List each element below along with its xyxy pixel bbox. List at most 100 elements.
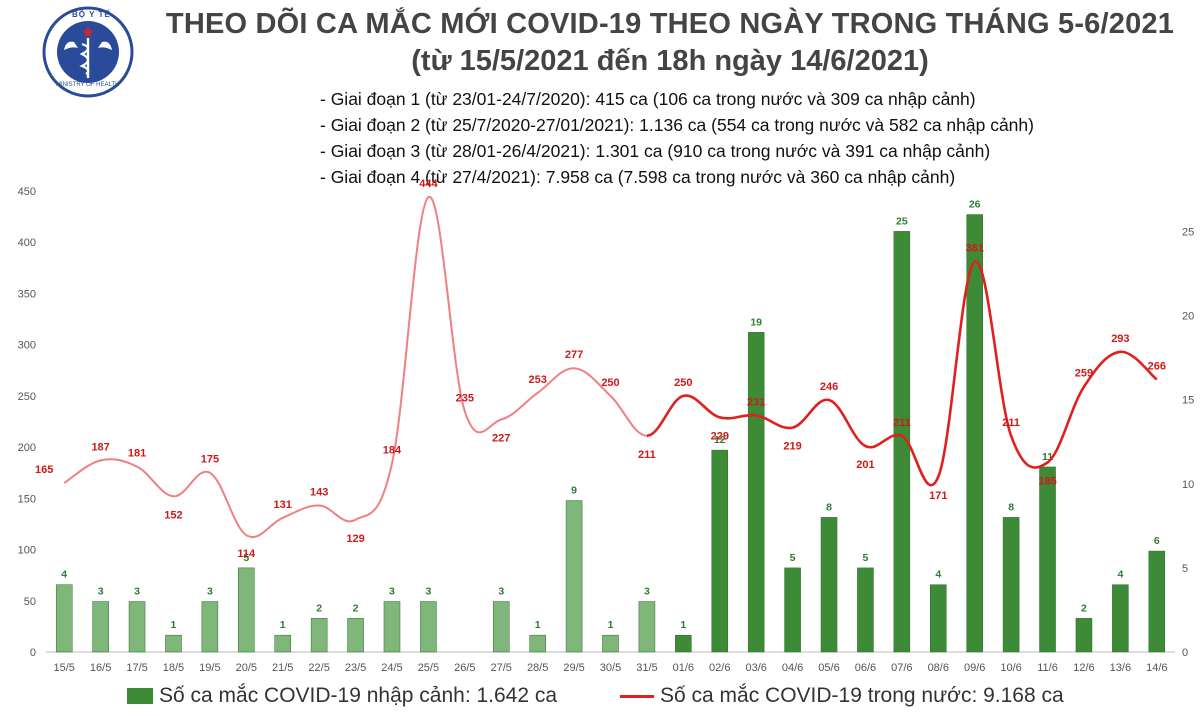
x-axis-tick: 16/5 xyxy=(90,662,111,674)
bar xyxy=(966,214,983,653)
bar-label: 26 xyxy=(969,199,981,211)
x-axis-tick: 21/5 xyxy=(272,662,293,674)
line-label: 444 xyxy=(419,178,438,190)
bar xyxy=(238,567,255,653)
left-axis-tick: 50 xyxy=(24,596,36,608)
legend-domestic-label: Số ca mắc COVID-19 trong nước: 9.168 ca xyxy=(660,684,1064,707)
x-axis-tick: 04/6 xyxy=(782,662,803,674)
line-label: 293 xyxy=(1111,333,1129,345)
line-label: 259 xyxy=(1075,368,1093,380)
bar-label: 12 xyxy=(714,434,726,446)
bar xyxy=(492,601,510,653)
bar-label: 2 xyxy=(316,602,322,614)
x-axis-tick: 30/5 xyxy=(600,662,621,674)
line-label: 184 xyxy=(383,445,402,457)
bar xyxy=(310,618,328,653)
bar-label: 3 xyxy=(207,586,213,598)
x-axis-tick: 25/5 xyxy=(418,662,439,674)
bar xyxy=(930,584,947,653)
right-axis-tick: 0 xyxy=(1182,647,1188,659)
bar xyxy=(347,618,364,653)
x-axis-tick: 18/5 xyxy=(163,662,184,674)
line-label: 152 xyxy=(164,509,182,521)
x-axis-tick: 31/5 xyxy=(636,662,657,674)
bar xyxy=(784,567,801,653)
logo-text-top: BỘ Y TẾ xyxy=(72,10,111,19)
line-label: 266 xyxy=(1148,360,1166,372)
line-label: 246 xyxy=(820,381,838,393)
line-label: 171 xyxy=(929,490,947,502)
bar xyxy=(893,231,911,653)
bar-label: 3 xyxy=(98,586,104,598)
bar-label: 1 xyxy=(535,619,541,631)
chart-subtitle: (từ 15/5/2021 đến 18h ngày 14/6/2021) xyxy=(411,45,929,77)
x-axis-tick: 27/5 xyxy=(491,662,512,674)
bar-label: 1 xyxy=(608,619,614,631)
line-label: 131 xyxy=(274,499,292,511)
right-axis-tick: 15 xyxy=(1182,395,1194,407)
bar xyxy=(1148,550,1166,653)
bar-label: 25 xyxy=(896,215,908,227)
line-label: 175 xyxy=(201,454,219,466)
line-label: 143 xyxy=(310,487,328,499)
x-axis-tick: 08/6 xyxy=(928,662,949,674)
bar-label: 19 xyxy=(750,316,762,328)
phase-note-2: - Giai đoạn 2 (từ 25/7/2020-27/01/2021):… xyxy=(320,115,1034,135)
x-axis-tick: 20/5 xyxy=(236,662,257,674)
line-label: 185 xyxy=(1038,475,1056,487)
left-axis-tick: 300 xyxy=(18,340,36,352)
bar-label: 1 xyxy=(171,619,177,631)
right-axis-tick: 5 xyxy=(1182,563,1188,575)
line-label: 277 xyxy=(565,349,583,361)
phase-note-3: - Giai đoạn 3 (từ 28/01-26/4/2021): 1.30… xyxy=(320,141,991,161)
bar-label: 3 xyxy=(425,586,431,598)
bar-label: 8 xyxy=(1008,501,1014,513)
x-axis-tick: 29/5 xyxy=(563,662,584,674)
x-axis-tick: 22/5 xyxy=(308,662,329,674)
bar-label: 1 xyxy=(280,619,286,631)
left-axis-tick: 0 xyxy=(30,647,36,659)
phase-note-1: - Giai đoạn 1 (từ 23/01-24/7/2020): 415 … xyxy=(320,89,976,109)
line-label: 187 xyxy=(91,441,109,453)
bar xyxy=(638,601,656,653)
legend-imported: Số ca mắc COVID-19 nhập cảnh: 1.642 ca xyxy=(127,684,557,708)
x-axis-tick: 12/6 xyxy=(1073,662,1094,674)
left-axis-tick: 200 xyxy=(18,442,36,454)
line-label: 165 xyxy=(35,464,53,476)
phase-note-4: - Giai đoạn 4 (từ 27/4/2021): 7.958 ca (… xyxy=(320,167,956,187)
bar-label: 4 xyxy=(61,569,67,581)
phase-notes: - Giai đoạn 1 (từ 23/01-24/7/2020): 415 … xyxy=(320,86,1034,190)
line-label: 181 xyxy=(128,448,146,460)
line-label: 211 xyxy=(638,449,656,461)
bar-label: 4 xyxy=(935,569,941,581)
x-axis-tick: 15/5 xyxy=(53,662,74,674)
logo-text-bottom: MINISTRY OF HEALTH xyxy=(56,82,120,88)
right-axis-tick: 20 xyxy=(1182,311,1194,323)
x-axis-tick: 17/5 xyxy=(126,662,147,674)
bar-label: 5 xyxy=(790,552,796,564)
bar xyxy=(602,634,619,653)
line-label: 229 xyxy=(711,430,729,442)
domestic-line-recent xyxy=(646,260,1158,487)
chart-title: THEO DÕI CA MẮC MỚI COVID-19 THEO NGÀY T… xyxy=(165,8,1175,40)
line-label: 253 xyxy=(528,374,546,386)
x-axis-tick: 13/6 xyxy=(1110,662,1131,674)
x-axis-tick: 05/6 xyxy=(818,662,839,674)
bar xyxy=(55,584,73,653)
x-axis-tick: 09/6 xyxy=(964,662,985,674)
x-axis-tick: 06/6 xyxy=(855,662,876,674)
bar-label: 11 xyxy=(1042,451,1053,463)
bar xyxy=(92,601,109,653)
x-axis-tick: 19/5 xyxy=(199,662,220,674)
bar-label: 4 xyxy=(1117,569,1123,581)
ministry-of-health-logo xyxy=(42,6,134,98)
bar xyxy=(857,567,874,653)
bar-label: 5 xyxy=(863,552,869,564)
bar-label: 2 xyxy=(353,602,359,614)
bar-label: 3 xyxy=(134,586,140,598)
bar xyxy=(1039,466,1056,653)
left-axis-tick: 250 xyxy=(18,391,36,403)
legend-bar-swatch xyxy=(127,688,153,704)
line-label: 381 xyxy=(966,243,984,255)
x-axis-tick: 01/6 xyxy=(673,662,694,674)
